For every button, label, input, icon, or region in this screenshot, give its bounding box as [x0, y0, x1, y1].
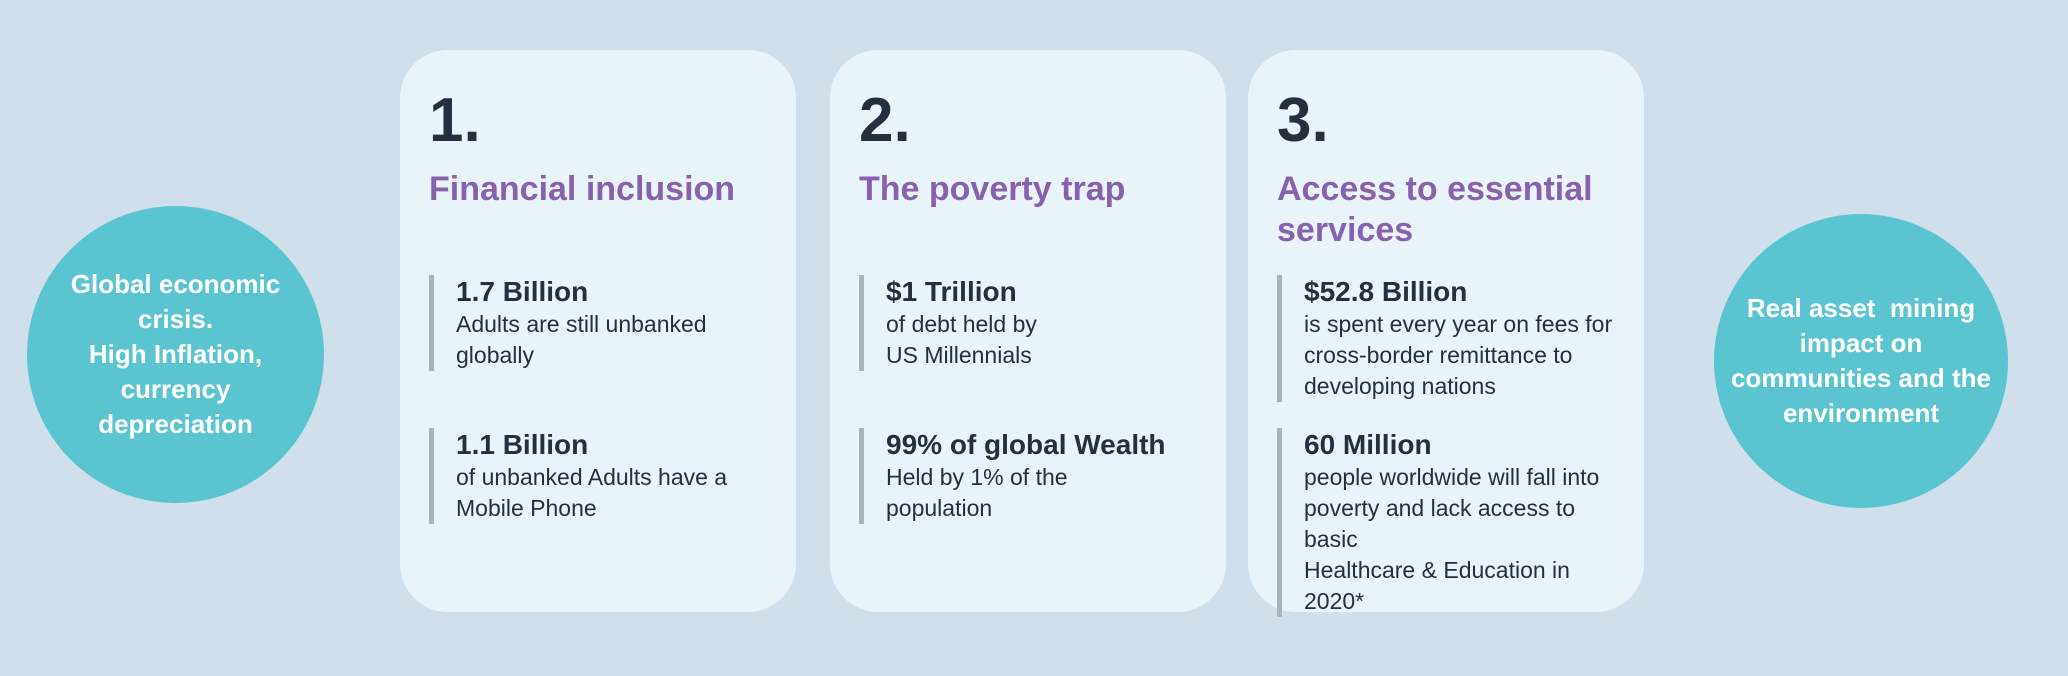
left-circle-callout: Global economic crisis. High Inflation, … — [27, 206, 324, 503]
right-circle-callout: Real asset mining impact on communities … — [1714, 214, 2008, 508]
stat-description: of debt held by US Millennials — [886, 311, 1037, 368]
stat-item: 60 Million people worldwide will fall in… — [1277, 428, 1617, 617]
stat-value: 99% of global Wealth — [886, 429, 1166, 460]
stat-value: 1.7 Billion — [456, 276, 589, 307]
stat-item: $1 Trillion of debt held by US Millennia… — [859, 275, 1199, 371]
left-circle-text: Global economic crisis. High Inflation, … — [70, 269, 281, 439]
stat-item: 1.1 Billion of unbanked Adults have a Mo… — [429, 428, 769, 524]
stat-item: $52.8 Billion is spent every year on fee… — [1277, 275, 1617, 402]
card-title: The poverty trap — [859, 170, 1126, 208]
card-title: Financial inclusion — [429, 170, 736, 208]
stat-value: 60 Million — [1304, 429, 1432, 460]
card-number: 3. — [1277, 86, 1329, 155]
stat-value: $52.8 Billion — [1304, 276, 1468, 307]
stat-description: of unbanked Adults have a Mobile Phone — [456, 464, 728, 521]
stat-value: 1.1 Billion — [456, 429, 589, 460]
right-circle-text: Real asset mining impact on communities … — [1730, 293, 1992, 428]
card-number: 2. — [859, 86, 911, 155]
stat-description: Held by 1% of the population — [886, 464, 1068, 521]
stat-value: $1 Trillion — [886, 276, 1017, 307]
stat-item: 1.7 Billion Adults are still unbanked gl… — [429, 275, 769, 371]
card-number: 1. — [429, 86, 481, 155]
stat-item: 99% of global Wealth Held by 1% of the p… — [859, 428, 1199, 524]
card-financial-inclusion: 1. Financial inclusion 1.7 Billion Adult… — [400, 50, 796, 612]
stat-description: is spent every year on fees for cross-bo… — [1304, 311, 1613, 399]
card-essential-services: 3. Access to essential services $52.8 Bi… — [1248, 50, 1644, 617]
stat-description: people worldwide will fall into poverty … — [1304, 464, 1600, 614]
card-title: Access to essential services — [1277, 170, 1593, 249]
stat-description: Adults are still unbanked globally — [456, 311, 707, 368]
card-poverty-trap: 2. The poverty trap $1 Trillion of debt … — [830, 50, 1226, 612]
